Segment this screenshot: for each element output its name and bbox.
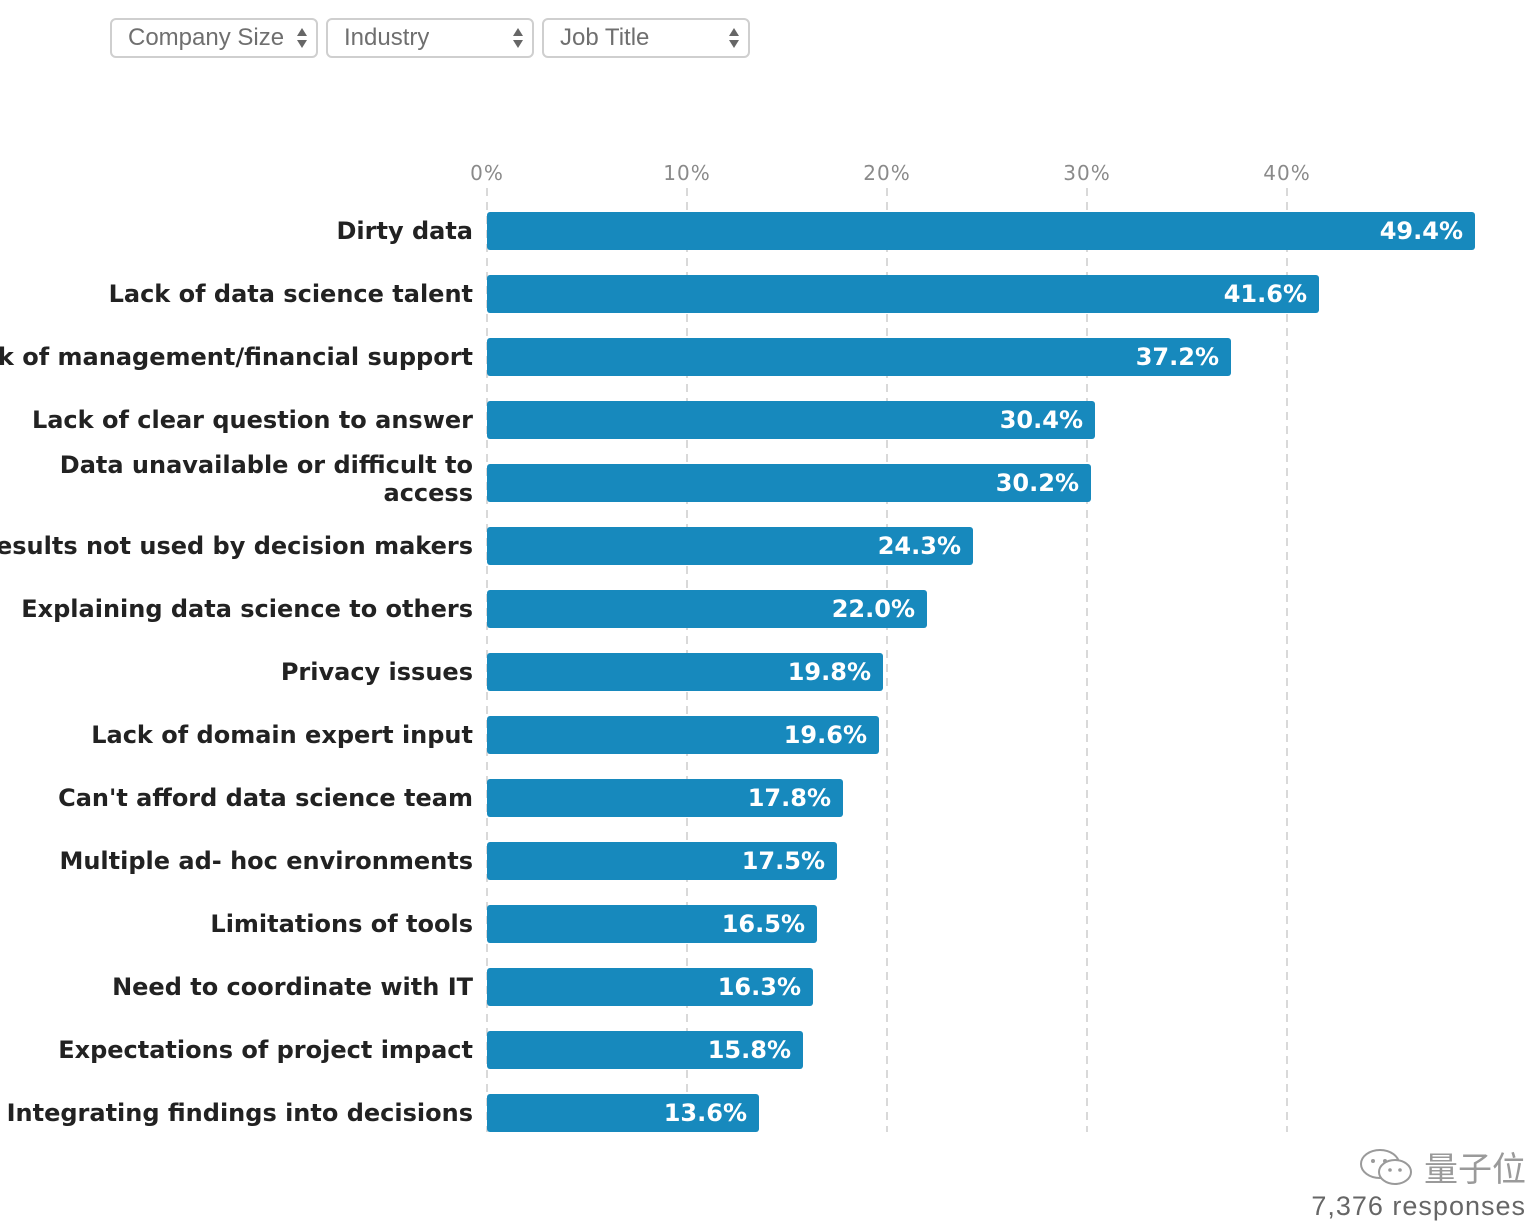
category-label: Multiple ad- hoc environments: [59, 847, 473, 875]
x-tick-label: 20%: [863, 161, 910, 185]
watermark: 量子位: [1311, 1142, 1526, 1191]
value-label: 24.3%: [878, 532, 961, 560]
bar: [487, 779, 843, 817]
value-label: 30.4%: [1000, 406, 1083, 434]
bar: [487, 653, 883, 691]
category-label: Can't afford data science team: [58, 784, 473, 812]
value-label: 37.2%: [1136, 343, 1219, 371]
value-label: 17.8%: [748, 784, 831, 812]
x-tick-label: 30%: [1063, 161, 1110, 185]
value-label: 30.2%: [996, 469, 1079, 497]
bar: [487, 590, 927, 628]
x-tick-label: 40%: [1263, 161, 1310, 185]
bar: [487, 842, 837, 880]
bar: [487, 716, 879, 754]
bars: Dirty data 49.4% Lack of data science tale…: [0, 212, 1475, 1132]
bar: [487, 968, 813, 1006]
bar: [487, 1031, 803, 1069]
category-label: Explaining data science to others: [21, 595, 473, 623]
value-label: 19.8%: [788, 658, 871, 686]
value-label: 13.6%: [664, 1099, 747, 1127]
watermark-text: 量子位: [1424, 1150, 1526, 1190]
x-axis-ticks: 0% 10% 20% 30% 40%: [470, 161, 1310, 185]
industry-select[interactable]: Industry: [326, 18, 534, 58]
value-label: 16.3%: [718, 973, 801, 1001]
value-label: 17.5%: [742, 847, 825, 875]
x-tick-label: 10%: [663, 161, 710, 185]
value-label: 16.5%: [722, 910, 805, 938]
wechat-icon: [1360, 1148, 1412, 1185]
value-label: 22.0%: [832, 595, 915, 623]
value-label: 49.4%: [1380, 217, 1463, 245]
category-label: Need to coordinate with IT: [112, 973, 474, 1001]
category-label: Lack of domain expert input: [91, 721, 473, 749]
category-label: Results not used by decision makers: [0, 532, 473, 560]
bar: [487, 275, 1319, 313]
category-label: Lack of management/financial support: [0, 343, 473, 371]
category-label: Lack of clear question to answer: [32, 406, 473, 434]
bar: [487, 401, 1095, 439]
select-arrows-icon: [728, 25, 740, 51]
value-label: 15.8%: [708, 1036, 791, 1064]
bar-chart: 0% 10% 20% 30% 40% Dirty data 49.4% Lack of da…: [0, 161, 1475, 1132]
industry-select-label: Industry: [344, 24, 430, 51]
job-title-select[interactable]: Job Title: [542, 18, 750, 58]
category-label: Dirty data: [337, 217, 474, 245]
bar: [487, 338, 1231, 376]
bar: [487, 1094, 759, 1132]
response-count: 7,376 responses: [1311, 1191, 1526, 1221]
value-label: 19.6%: [784, 721, 867, 749]
category-label: Expectations of project impact: [58, 1036, 473, 1064]
company-size-select[interactable]: Company Size: [110, 18, 318, 58]
company-size-select-label: Company Size: [128, 24, 285, 51]
footer: 量子位 7,376 responses: [1311, 1142, 1526, 1222]
category-label: Data unavailable or difficult to access: [60, 451, 473, 507]
category-label: Lack of data science talent: [109, 280, 473, 308]
bar: [487, 212, 1475, 250]
select-arrows-icon: [296, 25, 308, 51]
category-label: Integrating findings into decisions: [7, 1099, 473, 1127]
value-label: 41.6%: [1224, 280, 1307, 308]
category-label: Privacy issues: [281, 658, 473, 686]
bar: [487, 464, 1091, 502]
bar: [487, 527, 973, 565]
bar: [487, 905, 817, 943]
select-arrows-icon: [512, 25, 524, 51]
job-title-select-label: Job Title: [560, 24, 650, 51]
x-tick-label: 0%: [470, 161, 504, 185]
category-label: Limitations of tools: [210, 910, 473, 938]
